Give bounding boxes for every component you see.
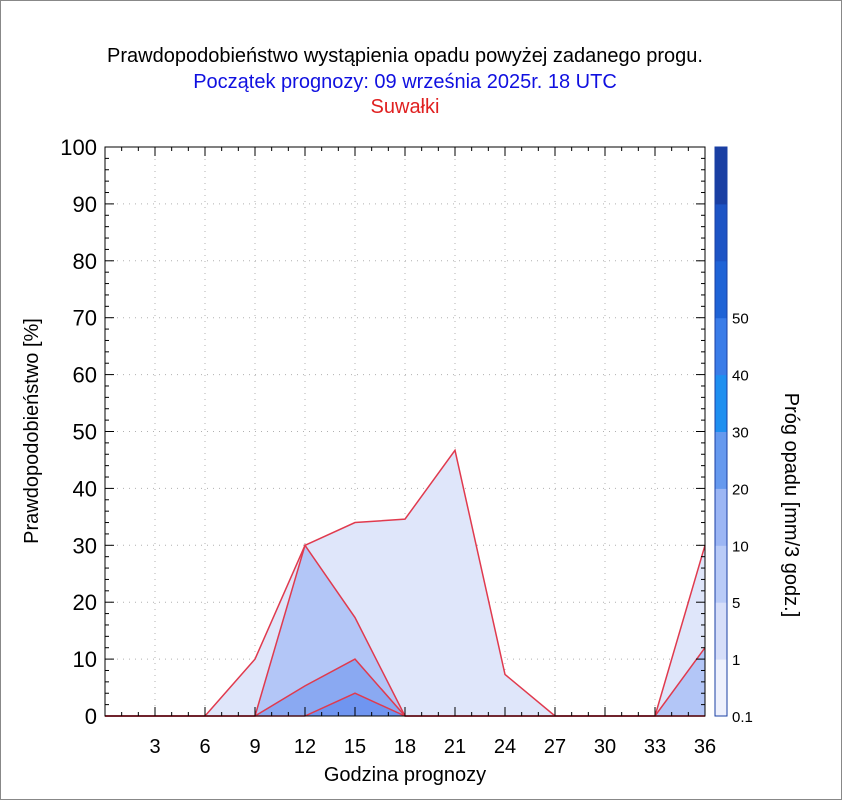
x-tick-label: 24 [494, 736, 516, 758]
x-tick-label: 9 [249, 736, 260, 758]
y-tick-label: 100 [60, 135, 97, 160]
colorbar-tick-label: 10 [732, 538, 749, 555]
y-tick-label: 70 [73, 306, 97, 331]
colorbar-segment [715, 659, 727, 717]
colorbar-segment [715, 545, 727, 603]
colorbar-border [714, 146, 728, 717]
y-tick-label: 80 [73, 249, 97, 274]
y-tick-label: 40 [73, 476, 97, 501]
colorbar-label: Próg opadu [mm/3 godz.] [780, 393, 802, 618]
colorbar: 0.1 1 5 10 20 30 40 50 [714, 146, 753, 726]
series-area-0.1 [105, 450, 705, 716]
colorbar-segment [715, 374, 727, 432]
colorbar-segment [715, 317, 727, 376]
colorbar-segment [715, 147, 727, 205]
colorbar-segment [715, 488, 727, 546]
y-tick-label: 90 [73, 192, 97, 217]
colorbar-segment [715, 260, 727, 319]
y-tick-label: 30 [73, 533, 97, 558]
y-tick-label: 0 [85, 704, 97, 729]
colorbar-tick-label: 1 [732, 652, 740, 669]
x-tick-label: 21 [444, 736, 466, 758]
chart-location: Suwałki [371, 96, 440, 118]
y-tick-label: 60 [73, 363, 97, 388]
y-axis-label: Prawdopodobieństwo [%] [21, 318, 43, 544]
colorbar-tick-label: 50 [732, 311, 749, 328]
colorbar-segment [715, 602, 727, 660]
x-tick-label: 15 [344, 736, 366, 758]
x-tick-label: 12 [294, 736, 316, 758]
x-tick-label: 27 [544, 736, 566, 758]
y-tick-label: 50 [73, 420, 97, 445]
colorbar-tick-label: 20 [732, 481, 749, 498]
colorbar-segment [715, 203, 727, 262]
x-tick-label: 33 [644, 736, 666, 758]
chart-title: Prawdopodobieństwo wystąpienia opadu pow… [107, 45, 703, 67]
x-tick-label: 6 [199, 736, 210, 758]
colorbar-segment [715, 431, 727, 489]
chart-subtitle: Początek prognozy: 09 września 2025r. 18… [193, 71, 617, 93]
x-tick-label: 30 [594, 736, 616, 758]
x-tick-label: 3 [149, 736, 160, 758]
y-tick-label: 10 [73, 647, 97, 672]
colorbar-tick-label: 30 [732, 425, 749, 442]
x-axis-label: Godzina prognozy [324, 764, 486, 786]
y-tick-label: 20 [73, 590, 97, 615]
colorbar-tick-label: 5 [732, 595, 740, 612]
x-tick-label: 18 [394, 736, 416, 758]
x-tick-label: 36 [694, 736, 716, 758]
colorbar-tick-label: 0.1 [732, 709, 753, 726]
colorbar-tick-label: 40 [732, 368, 749, 385]
